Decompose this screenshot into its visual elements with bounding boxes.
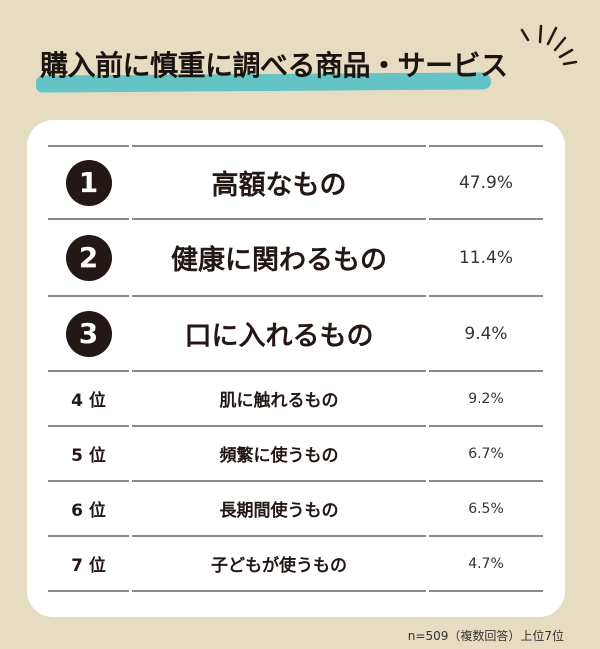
header: 購入前に慎重に調べる商品・サービス [0,0,600,110]
table-row: 3 口に入れるもの 9.4% [48,297,543,370]
row-divider [48,295,129,297]
row-divider [429,370,543,372]
row-divider [429,480,543,482]
row-divider [48,535,129,537]
row-divider [48,590,129,592]
rank-cell: 7 位 [48,537,129,590]
row-divider [429,145,543,147]
rank-cell: 5 位 [48,427,129,480]
rank-cell: 1 [48,147,129,218]
rank-badge-icon: 2 [65,234,112,281]
table-row: 6 位 長期間使うもの 6.5% [48,482,543,535]
item-name: 子どもが使うもの [211,556,347,576]
rank-cell: 3 [48,297,129,370]
percentage-value: 9.2% [468,390,504,407]
row-divider [429,295,543,297]
row-divider [132,370,426,372]
row-divider [132,218,426,220]
rank-label: 7 位 [71,556,106,576]
item-name: 健康に関わるもの [171,245,387,276]
percentage-value: 47.9% [458,172,513,193]
row-divider [48,480,129,482]
item-name: 口に入れるもの [184,321,374,352]
footnote: n=509（複数回答）上位7位 [407,629,564,643]
rank-label: 5 位 [71,446,106,466]
rank-label: 4 位 [71,391,106,411]
percentage-value: 6.7% [468,445,504,462]
row-divider [48,425,129,427]
row-divider [132,480,426,482]
row-divider [132,535,426,537]
row-divider [132,295,426,297]
rank-badge-icon: 1 [65,159,112,206]
row-divider [48,218,129,220]
row-divider [429,535,543,537]
item-name: 高額なもの [211,170,347,201]
table-row: 2 健康に関わるもの 11.4% [48,220,543,295]
table-row: 7 位 子どもが使うもの 4.7% [48,537,543,590]
row-divider [132,590,426,592]
item-name: 肌に触れるもの [219,391,339,411]
item-name: 長期間使うもの [219,501,339,521]
percentage-value: 6.5% [468,500,504,517]
row-divider [429,590,543,592]
row-divider [429,425,543,427]
percentage-value: 4.7% [468,555,504,572]
rank-cell: 2 [48,220,129,295]
table-row: 5 位 頻繁に使うもの 6.7% [48,427,543,480]
row-divider [429,218,543,220]
sparkle-icon [520,24,578,66]
rank-cell: 6 位 [48,482,129,535]
table-row: 1 高額なもの 47.9% [48,147,543,218]
row-divider [48,370,129,372]
ranking-card [27,120,565,617]
page-title: 購入前に慎重に調べる商品・サービス [40,49,508,82]
table-row: 4 位 肌に触れるもの 9.2% [48,372,543,425]
percentage-value: 11.4% [458,247,513,268]
row-divider [48,145,129,147]
percentage-value: 9.4% [464,323,508,344]
item-name: 頻繁に使うもの [219,446,339,466]
row-divider [132,425,426,427]
rank-label: 6 位 [71,501,106,521]
rank-cell: 4 位 [48,372,129,425]
row-divider [132,145,426,147]
rank-badge-icon: 3 [65,310,112,357]
